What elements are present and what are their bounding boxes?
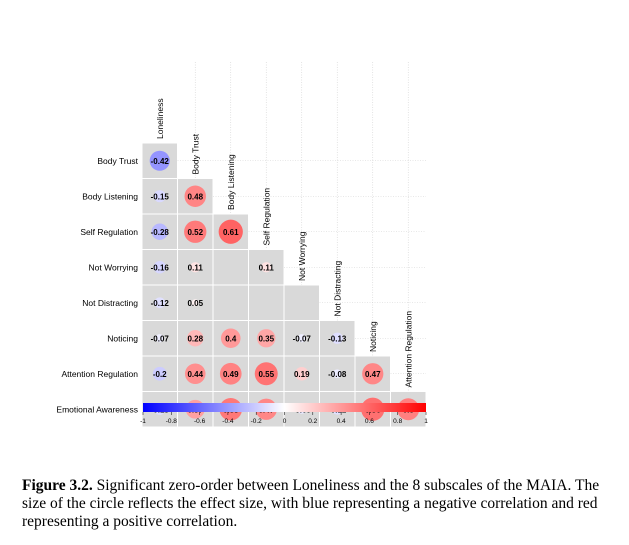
value-label: -0.13 — [328, 334, 347, 343]
col-label-body-listening: Body Listening — [226, 154, 236, 210]
value-label: 0.05 — [187, 299, 203, 308]
col-label-not-worrying: Not Worrying — [297, 231, 307, 281]
correlation-circle-not-distracting-loneliness — [154, 297, 166, 309]
value-label: -0.15 — [151, 192, 170, 201]
value-label: 0.52 — [187, 228, 203, 237]
value-label: 0.61 — [223, 228, 239, 237]
row-label-self-regulation: Self Regulation — [80, 227, 138, 237]
value-label: 0.55 — [258, 370, 274, 379]
figure-caption: Figure 3.2. Significant zero-order betwe… — [22, 477, 612, 531]
grid-guide-lines — [177, 62, 426, 392]
correlation-circle-noticing-body-trust — [187, 330, 204, 347]
colorbar-tick-label: -0.4 — [222, 418, 234, 425]
value-label: 0.48 — [187, 192, 203, 201]
colorbar: -1 -0.8 -0.6 -0.4 -0.2 0 0.2 0.4 0.6 0.8 1 — [140, 403, 428, 425]
correlation-circle-not-worrying-body-trust — [190, 262, 201, 273]
colorbar-tick-label: -1 — [140, 418, 146, 425]
value-label: 0.19 — [294, 370, 310, 379]
correlation-circle-attention-regulation-self-regulation — [254, 362, 278, 386]
row-label-attention-regulation: Attention Regulation — [61, 369, 138, 379]
correlation-circle-noticing-loneliness — [155, 334, 164, 343]
correlation-circle-noticing-body-listening — [220, 328, 241, 349]
correlation-circle-not-worrying-self-regulation — [261, 262, 272, 273]
correlation-circle-self-regulation-body-trust — [184, 220, 207, 243]
correlation-circle-attention-regulation-not-distracting — [332, 369, 342, 379]
value-label: -0.08 — [328, 370, 347, 379]
correlation-circle-noticing-not-worrying — [297, 334, 306, 343]
colorbar-gradient — [143, 403, 426, 412]
col-label-body-trust: Body Trust — [190, 133, 200, 174]
cell-background — [249, 285, 284, 320]
cell-background — [213, 285, 248, 320]
correlation-circle-self-regulation-body-listening — [218, 219, 243, 244]
correlation-circle-noticing-self-regulation — [257, 329, 276, 348]
value-label: 0.47 — [365, 370, 381, 379]
col-label-self-regulation: Self Regulation — [261, 188, 271, 246]
col-label-attention-regulation: Attention Regulation — [403, 311, 413, 388]
colorbar-tick-label: -0.8 — [166, 418, 178, 425]
caption-label: Figure 3.2. — [22, 477, 93, 494]
value-label: 0.11 — [188, 263, 204, 272]
correlation-circle-body-listening-body-trust — [184, 185, 206, 207]
correlation-circle-attention-regulation-noticing — [362, 363, 384, 385]
caption-text: Significant zero-order between Lonelines… — [22, 477, 600, 530]
value-label: 0.28 — [187, 334, 203, 343]
correlation-circle-not-distracting-body-trust — [191, 299, 199, 307]
value-label: -0.16 — [151, 263, 170, 272]
correlation-circle-attention-regulation-body-listening — [219, 362, 242, 385]
row-label-not-distracting: Not Distracting — [82, 298, 138, 308]
value-label: -0.42 — [151, 157, 170, 166]
colorbar-tick-label: 0.2 — [308, 418, 317, 425]
col-label-loneliness: Loneliness — [155, 98, 165, 139]
value-label: 0.49 — [223, 370, 239, 379]
value-label: -0.28 — [151, 228, 170, 237]
value-label: -0.07 — [293, 334, 312, 343]
col-label-not-distracting: Not Distracting — [332, 260, 342, 316]
column-labels: Loneliness Body Trust Body Listening Self R… — [155, 98, 414, 387]
value-label: 0.44 — [187, 370, 203, 379]
colorbar-tick-label: 1 — [424, 418, 428, 425]
colorbar-tick-label: 0 — [283, 418, 287, 425]
row-label-noticing: Noticing — [107, 333, 138, 343]
value-label: -0.12 — [151, 299, 170, 308]
colorbar-tick-label: 0.4 — [337, 418, 346, 425]
row-label-body-listening: Body Listening — [82, 191, 138, 201]
colorbar-tick-label: 0.8 — [393, 418, 402, 425]
colorbar-tick-label: 0.6 — [365, 418, 374, 425]
value-label: 0.11 — [259, 263, 275, 272]
correlation-circle-not-worrying-loneliness — [153, 261, 166, 274]
colorbar-tick-label: -0.6 — [194, 418, 206, 425]
correlation-circle-self-regulation-loneliness — [151, 223, 168, 240]
correlation-circle-body-listening-loneliness — [153, 190, 166, 203]
value-label: 0.35 — [258, 334, 274, 343]
row-label-body-trust: Body Trust — [97, 156, 138, 166]
correlation-circle-attention-regulation-not-worrying — [294, 366, 309, 381]
cell-background — [284, 285, 319, 320]
correlation-circle-body-trust-loneliness — [149, 150, 170, 171]
correlation-circle-noticing-not-distracting — [331, 332, 343, 344]
value-label: 0.4 — [225, 334, 237, 343]
correlation-cells: -0.42-0.15 0.48-0.28 0.52 0.61-0.16 0.11 0.11… — [142, 143, 426, 427]
correlation-circle-attention-regulation-loneliness — [152, 366, 167, 381]
cell-background — [213, 250, 248, 285]
colorbar-tick-label: -0.2 — [251, 418, 263, 425]
col-label-noticing: Noticing — [368, 321, 378, 352]
value-label: -0.2 — [153, 370, 167, 379]
row-label-emotional-awareness: Emotional Awareness — [56, 404, 138, 414]
row-label-not-worrying: Not Worrying — [89, 262, 139, 272]
value-label: -0.07 — [151, 334, 170, 343]
correlation-circle-attention-regulation-body-trust — [184, 363, 206, 385]
row-labels: Body Trust Body Listening Self Regulation N… — [56, 156, 138, 415]
